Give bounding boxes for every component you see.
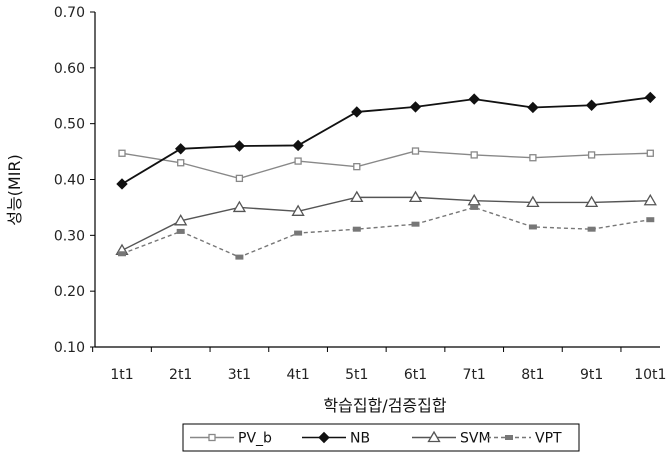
data-point	[468, 93, 480, 105]
data-point	[585, 99, 598, 111]
x-tick-label: 6t1	[404, 367, 427, 383]
data-point	[352, 226, 361, 232]
data-point	[584, 195, 599, 208]
legend-marker	[427, 430, 441, 443]
legend-entry-nb: NB	[302, 431, 370, 447]
legend-label: SVM	[460, 431, 491, 447]
series-nb	[116, 91, 657, 190]
legend: PV_b NB SVM VPT	[182, 423, 580, 452]
data-point	[470, 204, 479, 210]
legend-entry-vpt: VPT	[487, 431, 562, 447]
data-point	[587, 151, 596, 159]
data-point	[411, 221, 420, 227]
y-tick-label: 0.50	[54, 117, 85, 133]
series-svm	[115, 190, 657, 256]
data-point	[118, 251, 126, 257]
data-point	[235, 174, 244, 183]
legend-entry-svm: SVM	[412, 431, 491, 447]
data-point	[527, 101, 539, 114]
legend-label: VPT	[535, 431, 562, 447]
y-tick-label: 0.10	[54, 340, 85, 356]
data-point	[470, 151, 478, 159]
data-point	[176, 228, 185, 234]
data-point	[232, 200, 247, 213]
x-tick-label: 8t1	[521, 367, 544, 383]
x-tick-label: 4t1	[286, 367, 309, 383]
legend-label: PV_b	[238, 431, 272, 447]
data-point	[351, 106, 363, 118]
data-point	[174, 143, 187, 155]
legend-marker	[318, 431, 330, 444]
data-point	[644, 91, 657, 104]
series-line	[121, 150, 651, 180]
data-point	[235, 254, 244, 260]
legend-marker	[208, 433, 216, 442]
data-point	[292, 139, 304, 152]
data-point	[350, 190, 364, 203]
y-axis-ticks: 0.10 0.20 0.30 0.40 0.50 0.60 0.70	[54, 5, 95, 356]
data-point	[643, 193, 657, 206]
series-vpt	[118, 204, 655, 260]
data-point	[116, 178, 128, 190]
legend-label: NB	[350, 431, 370, 447]
axes	[94, 12, 660, 348]
data-point	[526, 195, 540, 208]
x-axis-title: 학습집합/검증집합	[323, 396, 446, 415]
y-tick-label: 0.40	[54, 173, 85, 189]
x-tick-label: 10t1	[634, 367, 666, 383]
legend-marker	[505, 435, 513, 440]
y-tick-label: 0.60	[54, 61, 85, 77]
x-tick-label: 5t1	[345, 367, 368, 383]
data-point	[233, 140, 246, 152]
data-point	[291, 204, 305, 216]
y-tick-label: 0.20	[54, 284, 85, 300]
data-point	[118, 149, 126, 157]
data-point	[587, 226, 596, 232]
series-line	[121, 206, 651, 258]
data-point	[408, 190, 423, 203]
data-point	[646, 149, 654, 157]
y-tick-label: 0.30	[54, 228, 85, 244]
y-tick-label: 0.70	[54, 5, 85, 21]
x-tick-label: 2t1	[169, 367, 192, 383]
x-axis-ticks: 1t1 2t1 3t1 4t1 5t1 6t1 7t1 8t1 9t1 10t1	[92, 347, 666, 383]
legend-entry-pv-b: PV_b	[190, 431, 272, 447]
data-point	[528, 224, 537, 230]
y-axis-title: 성능(MIR)	[5, 154, 24, 226]
x-tick-label: 7t1	[463, 367, 486, 383]
data-point	[294, 157, 302, 165]
series-line	[121, 96, 651, 185]
x-tick-label: 3t1	[228, 367, 251, 383]
data-point	[294, 230, 303, 236]
series-group	[115, 91, 657, 260]
data-point	[177, 159, 185, 167]
data-point	[646, 217, 655, 223]
data-point	[409, 101, 422, 113]
series-line	[121, 196, 651, 252]
data-point	[174, 214, 188, 226]
data-point	[467, 193, 481, 206]
data-point	[353, 163, 361, 171]
series-pv-b	[118, 147, 654, 183]
data-point	[411, 147, 420, 155]
data-point	[529, 154, 537, 162]
x-tick-label: 9t1	[580, 367, 603, 383]
x-tick-label: 1t1	[110, 367, 133, 383]
